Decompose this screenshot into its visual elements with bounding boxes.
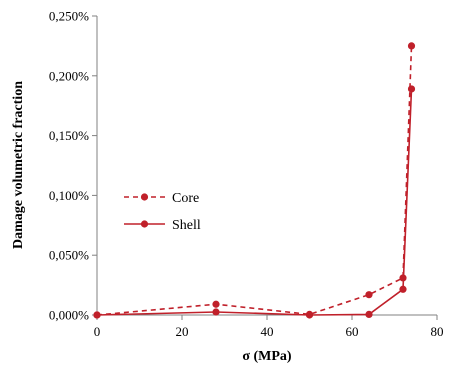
y-tick-label: 0,150%	[49, 128, 89, 143]
legend-core-swatch-marker	[140, 193, 149, 201]
axes	[96, 16, 437, 316]
series-line-core	[96, 45, 413, 316]
data-point-shell	[399, 285, 407, 293]
legend-core-label: Core	[172, 191, 199, 206]
series-line-shell	[96, 88, 413, 316]
data-point-shell	[212, 308, 220, 316]
x-tick-label: 80	[431, 324, 444, 339]
legend-item-core: Core	[124, 191, 199, 206]
data-point-core	[407, 42, 416, 50]
data-point-shell	[365, 310, 373, 319]
x-tick-label: 40	[261, 324, 274, 339]
y-axis-title: Damage volumetric fraction	[11, 81, 26, 249]
data-point-shell	[305, 311, 314, 319]
data-point-core	[212, 300, 220, 308]
data-point-shell	[407, 85, 416, 93]
data-point-core	[365, 291, 373, 299]
y-tick-label: 0,250%	[49, 9, 89, 24]
x-axis-title: σ (MPa)	[242, 349, 292, 364]
legend: Core Shell	[124, 191, 201, 233]
legend-shell-label: Shell	[172, 218, 201, 233]
y-ticks: 0,000% 0,050% 0,100% 0,150% 0,200% 0,250%	[49, 9, 97, 323]
x-tick-label: 20	[176, 324, 189, 339]
series-layer	[93, 42, 416, 319]
data-point-shell	[93, 311, 101, 319]
y-tick-label: 0,050%	[49, 248, 89, 263]
y-tick-label: 0,100%	[49, 188, 89, 203]
y-tick-label: 0,000%	[49, 308, 89, 323]
x-tick-label: 60	[346, 324, 359, 339]
x-ticks: 0 20 40 60 80	[94, 315, 444, 339]
y-tick-label: 0,200%	[49, 68, 89, 83]
x-tick-label: 0	[94, 324, 101, 339]
legend-shell-swatch-marker	[140, 220, 149, 228]
legend-item-shell: Shell	[124, 218, 201, 233]
